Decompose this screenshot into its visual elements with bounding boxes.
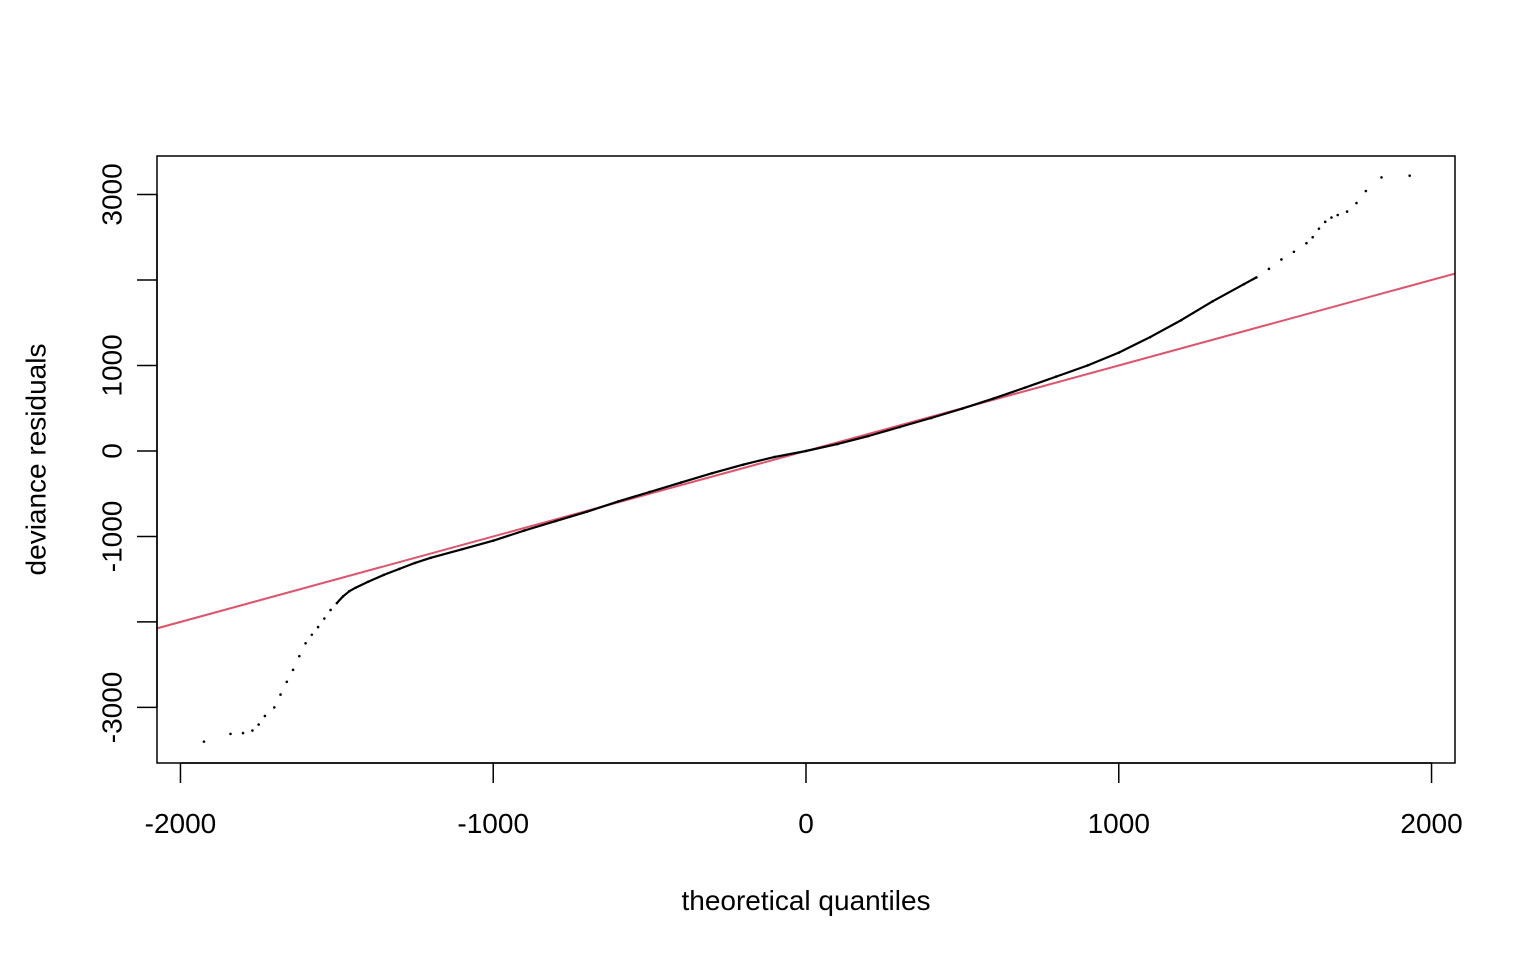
data-point [1317,227,1321,230]
data-point [1380,176,1383,179]
y-tick-label: 0 [97,443,128,459]
data-point [202,740,206,743]
y-axis: -3000 -1000 0 1000 3000 [97,163,158,743]
data-point [272,706,276,709]
data-point [323,617,326,620]
data-point [257,723,260,726]
data-point [1267,267,1271,271]
data-point [1311,235,1314,239]
data-point [1323,220,1327,224]
data-point [1280,258,1283,261]
data-points-layer [202,174,1411,743]
data-point [1355,201,1358,205]
data-point [298,654,301,658]
x-tick-label: -1000 [457,808,529,839]
data-point [1408,174,1411,177]
y-axis-label: deviance residuals [21,344,52,576]
x-axis: -2000 -1000 0 1000 2000 [145,762,1463,839]
data-point [229,732,232,736]
y-tick-label: -3000 [97,672,128,744]
data-point [291,668,295,672]
y-tick-label: 1000 [97,334,128,396]
data-point [285,680,289,684]
data-point [316,625,320,629]
data-point [1364,189,1368,193]
x-tick-label: 1000 [1088,808,1150,839]
data-point [251,729,254,732]
y-tick-label: -1000 [97,501,128,573]
data-point [310,633,314,637]
data-point [1336,213,1340,217]
data-point [1292,250,1296,254]
data-point [304,642,307,645]
data-point [329,608,332,612]
data-point [263,714,267,718]
x-tick-label: 2000 [1400,808,1462,839]
x-axis-label: theoretical quantiles [681,885,930,916]
data-point [241,731,245,735]
data-point [1305,241,1308,245]
data-point [1330,216,1333,219]
x-tick-label: -2000 [145,808,217,839]
dense-points-curve [335,276,1257,604]
y-tick-label: 3000 [97,163,128,225]
data-point [1345,210,1349,213]
x-tick-label: 0 [798,808,814,839]
data-point [279,693,282,696]
